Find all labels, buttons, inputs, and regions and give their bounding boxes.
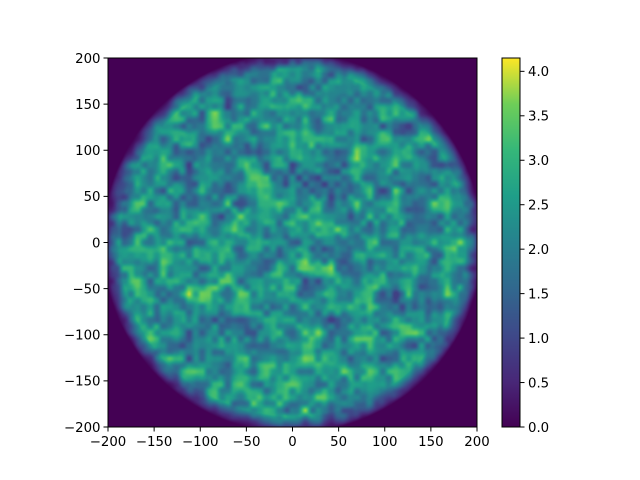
colorbar-tick-label: 2.0 [528,243,549,258]
y-tick-label: 100 [75,144,100,159]
y-tick-label: 50 [84,190,101,205]
colorbar-frame [501,57,521,428]
y-tick-label: 150 [75,98,100,113]
x-tick-label: 150 [418,435,443,450]
colorbar-tick-label: 2.5 [528,199,549,214]
x-tick-label: −200 [90,435,127,450]
colorbar-tick-label: 3.0 [528,154,549,169]
y-tick-label: 200 [75,52,100,67]
colorbar-tick-label: 3.5 [528,110,549,125]
colorbar-gradient [502,58,520,427]
y-tick-label: −150 [64,375,101,390]
x-tick-label: −50 [232,435,260,450]
x-tick-label: 0 [288,435,296,450]
y-tick-label: 0 [92,236,100,251]
y-tick-label: −100 [64,329,101,344]
colorbar-tick-label: 0.5 [528,376,549,391]
colorbar-tick-label: 4.0 [528,65,549,80]
x-tick-label: −150 [136,435,173,450]
colorbar-tick-label: 1.0 [528,332,549,347]
colorbar-tick-label: 1.5 [528,287,549,302]
x-tick-label: 50 [330,435,347,450]
y-tick-label: −50 [72,282,100,297]
colorbar: 0.0 0.5 1.0 1.5 2.0 2.5 3.0 3.5 4.0 [501,57,549,436]
heatmap-area [107,57,478,428]
x-tick-label: 200 [464,435,489,450]
y-axis: −200 −150 −100 −50 0 50 100 150 200 [64,52,108,436]
y-tick-label: −200 [64,421,101,436]
colorbar-tick-label: 0.0 [528,421,549,436]
x-tick-label: 100 [372,435,397,450]
x-tick-label: −100 [182,435,219,450]
x-axis: −200 −150 −100 −50 0 50 100 150 200 [90,427,490,450]
heatmap-image [108,58,477,427]
colorbar-axis: 0.0 0.5 1.0 1.5 2.0 2.5 3.0 3.5 4.0 [520,65,549,436]
